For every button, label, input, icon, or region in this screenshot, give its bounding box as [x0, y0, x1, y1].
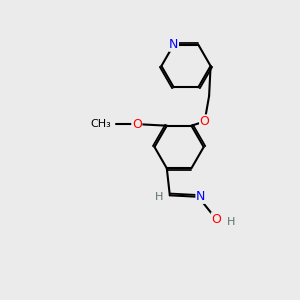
- Text: N: N: [196, 190, 206, 203]
- Text: O: O: [132, 118, 142, 131]
- Text: O: O: [200, 115, 209, 128]
- Text: CH₃: CH₃: [91, 119, 111, 129]
- Text: N: N: [169, 38, 178, 51]
- Text: H: H: [227, 217, 236, 227]
- Text: O: O: [212, 213, 221, 226]
- Text: H: H: [155, 192, 164, 202]
